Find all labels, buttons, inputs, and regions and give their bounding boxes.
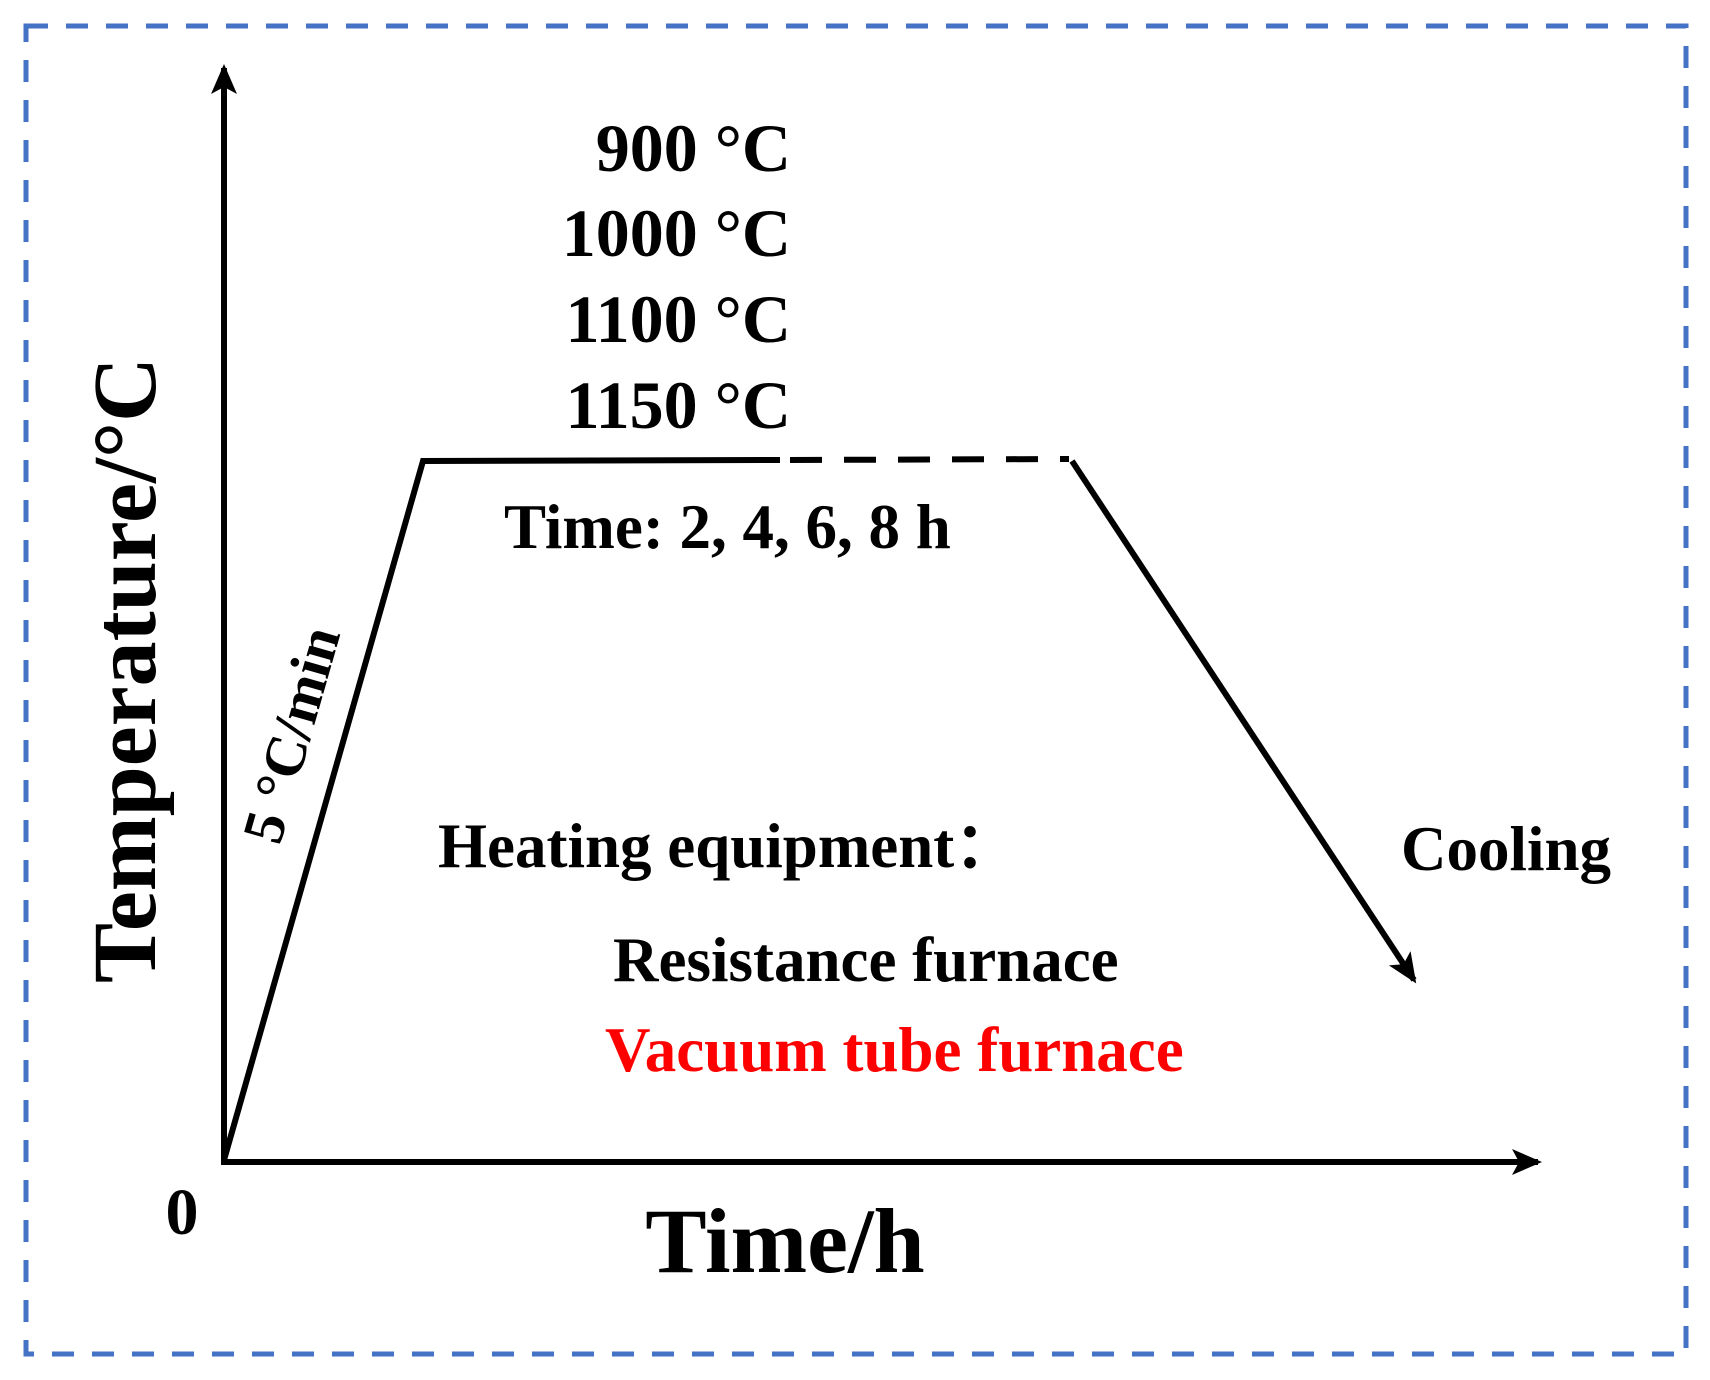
hold-dashed: [789, 456, 1070, 463]
hold-time: Time: 2, 4, 6, 8 h: [504, 492, 951, 562]
temperature: 1100 °C: [565, 281, 791, 357]
temperature: 1150 °C: [565, 367, 791, 443]
cooling-line: [1069, 459, 1417, 984]
heating-ramp: [221, 457, 781, 1161]
equipment-heading: Heating equipment：: [438, 811, 1017, 881]
heating-rate: 5 °C/min: [230, 619, 354, 850]
temperature: 900 °C: [596, 110, 791, 186]
temperature: 1000 °C: [562, 195, 791, 271]
furnace: Vacuum tube furnace: [605, 1015, 1184, 1085]
x-axis-label: Time/h: [645, 1190, 924, 1292]
frame: [23, 23, 1689, 1357]
cooling-label: Cooling: [1401, 814, 1611, 884]
furnace: Resistance furnace: [613, 925, 1119, 995]
y-axis-label: Temperature/°C: [76, 357, 175, 983]
origin-label: 0: [166, 1176, 199, 1249]
